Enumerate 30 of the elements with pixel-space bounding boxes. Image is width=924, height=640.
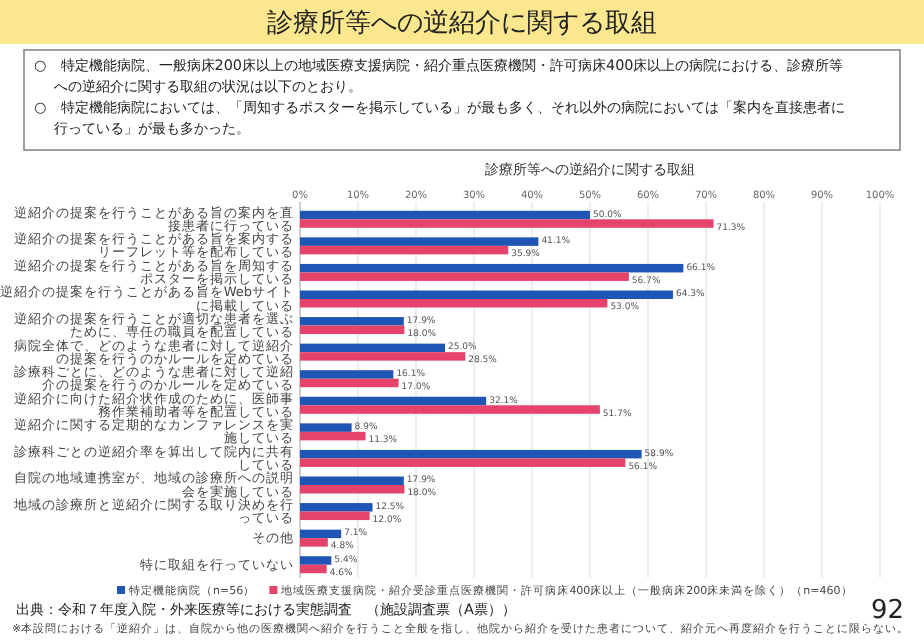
bar <box>300 370 394 379</box>
bar <box>300 431 366 441</box>
bar <box>300 423 352 432</box>
bar <box>300 352 466 361</box>
bar <box>300 485 405 494</box>
bar <box>300 396 487 406</box>
bar <box>300 538 328 547</box>
bar <box>300 317 404 326</box>
bar <box>300 290 673 299</box>
bar <box>300 219 714 228</box>
bar <box>300 529 342 539</box>
bar <box>300 325 405 335</box>
bar <box>300 476 404 485</box>
bar <box>300 458 626 467</box>
bar <box>300 343 445 353</box>
text: 92 <box>870 596 904 626</box>
bar <box>300 299 608 308</box>
bar <box>300 272 629 281</box>
bar <box>300 378 399 388</box>
bar <box>300 263 684 273</box>
chart-subtitle: 診療所等への逆紹介に関する取組 <box>267 9 657 39</box>
bar <box>300 237 539 246</box>
bar <box>300 564 327 574</box>
bar <box>300 405 600 414</box>
bar <box>300 511 370 521</box>
bar <box>300 556 332 565</box>
bar <box>300 503 373 512</box>
bar <box>300 245 509 255</box>
bar <box>300 210 590 220</box>
bar <box>300 449 642 459</box>
